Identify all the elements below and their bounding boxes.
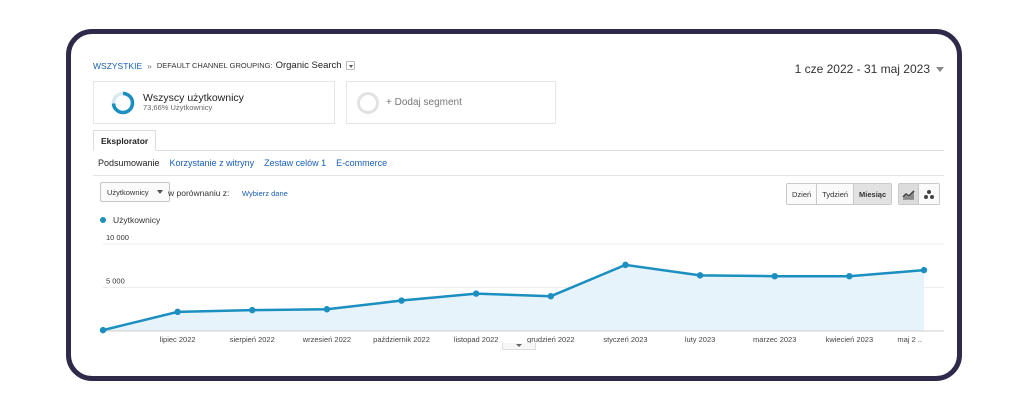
metric-select-value: Użytkownicy xyxy=(107,187,149,197)
analytics-panel: WSZYSTKIE » DEFAULT CHANNEL GROUPING: Or… xyxy=(88,54,944,354)
breadcrumb-dropdown-icon[interactable] xyxy=(345,61,355,70)
date-range-label: 1 cze 2022 - 31 maj 2023 xyxy=(794,62,930,76)
x-tick-label: wrzesień 2022 xyxy=(302,335,351,344)
line-chart-icon xyxy=(902,189,915,199)
data-point[interactable] xyxy=(920,266,928,274)
rounded-frame: WSZYSTKIE » DEFAULT CHANNEL GROUPING: Or… xyxy=(66,29,962,381)
x-tick-label: luty 2023 xyxy=(685,335,715,344)
period-month-button[interactable]: Miesiąc xyxy=(854,184,892,204)
data-point[interactable] xyxy=(696,272,704,279)
subtab-goal-set[interactable]: Zestaw celów 1 xyxy=(264,158,327,168)
users-chart: 10 000 5 000 lipiec 2022 sierpień 2022 wrzes… xyxy=(99,233,944,344)
subtab-site-usage[interactable]: Korzystanie z witryny xyxy=(169,158,255,168)
x-tick-label: sierpień 2022 xyxy=(230,335,275,344)
tab-explorer[interactable]: Eksplorator xyxy=(93,130,157,151)
series-line xyxy=(102,263,925,332)
motion-chart-icon xyxy=(924,189,934,199)
subtab-summary[interactable]: Podsumowanie xyxy=(98,158,160,168)
empty-segment-icon xyxy=(357,91,379,114)
breadcrumb-group-value: Organic Search xyxy=(275,60,342,71)
breadcrumb-group-label: DEFAULT CHANNEL GROUPING: xyxy=(156,61,273,70)
select-data-link[interactable]: Wybierz dane xyxy=(242,189,288,198)
subtab-ecommerce[interactable]: E-commerce xyxy=(336,158,388,168)
chart-resize-handle[interactable] xyxy=(502,343,536,350)
data-point[interactable] xyxy=(846,272,853,280)
data-point[interactable] xyxy=(472,290,480,297)
period-week-button[interactable]: Tydzień xyxy=(817,184,855,204)
add-segment-button[interactable]: + Dodaj segment xyxy=(346,81,556,124)
breadcrumb-separator: » xyxy=(147,60,152,71)
line-chart-button[interactable] xyxy=(899,184,919,204)
segment-subtitle: 73,66% Użytkownicy xyxy=(143,103,213,113)
chevron-down-icon xyxy=(156,190,163,194)
breadcrumb-all-link[interactable]: WSZYSTKIE xyxy=(93,60,143,71)
x-tick-label: listopad 2022 xyxy=(454,335,499,344)
x-tick-label: kwiecień 2023 xyxy=(826,335,874,344)
date-range-picker[interactable]: 1 cze 2022 - 31 maj 2023 xyxy=(795,62,944,76)
data-point[interactable] xyxy=(398,297,405,304)
segment-donut-icon xyxy=(111,91,135,115)
legend-label: Użytkownicy xyxy=(113,215,161,225)
segment-title: Wszyscy użytkownicy xyxy=(143,91,244,104)
tab-divider xyxy=(93,150,944,151)
segment-all-users[interactable]: Wszyscy użytkownicy 73,66% Użytkownicy xyxy=(93,81,335,124)
add-segment-label: + Dodaj segment xyxy=(386,97,462,108)
y-tick-label: 5 000 xyxy=(106,277,125,286)
x-tick-label: maj 2 .. xyxy=(897,335,922,344)
data-point[interactable] xyxy=(547,293,555,300)
metric-select[interactable]: Użytkownicy xyxy=(100,182,170,202)
data-point[interactable] xyxy=(323,306,331,313)
x-tick-label: grudzień 2022 xyxy=(527,335,575,344)
x-tick-label: marzec 2023 xyxy=(753,335,796,344)
data-point[interactable] xyxy=(99,326,107,334)
legend-dot xyxy=(100,217,106,223)
period-toggle: Dzień Tydzień Miesiąc xyxy=(786,183,893,205)
x-tick-label: styczeń 2023 xyxy=(603,335,647,344)
x-tick-label: październik 2022 xyxy=(373,335,430,344)
subtab-bar: Podsumowanie Korzystanie z witryny Zesta… xyxy=(98,158,387,168)
chart-legend: Użytkownicy xyxy=(100,215,160,225)
data-point[interactable] xyxy=(771,272,778,280)
chevron-down-icon xyxy=(936,66,944,72)
x-tick-label: lipiec 2022 xyxy=(160,335,196,344)
compare-label: w porównaniu z: xyxy=(168,188,230,198)
data-point[interactable] xyxy=(174,308,181,316)
subtab-divider xyxy=(93,175,944,176)
data-point[interactable] xyxy=(249,306,256,314)
data-point[interactable] xyxy=(622,261,629,269)
breadcrumb: WSZYSTKIE » DEFAULT CHANNEL GROUPING: Or… xyxy=(93,60,355,71)
chart-type-toggle xyxy=(898,183,940,205)
series-area xyxy=(103,264,924,331)
period-day-button[interactable]: Dzień xyxy=(787,184,818,204)
y-tick-label: 10 000 xyxy=(106,233,129,242)
motion-chart-button[interactable] xyxy=(919,184,939,204)
